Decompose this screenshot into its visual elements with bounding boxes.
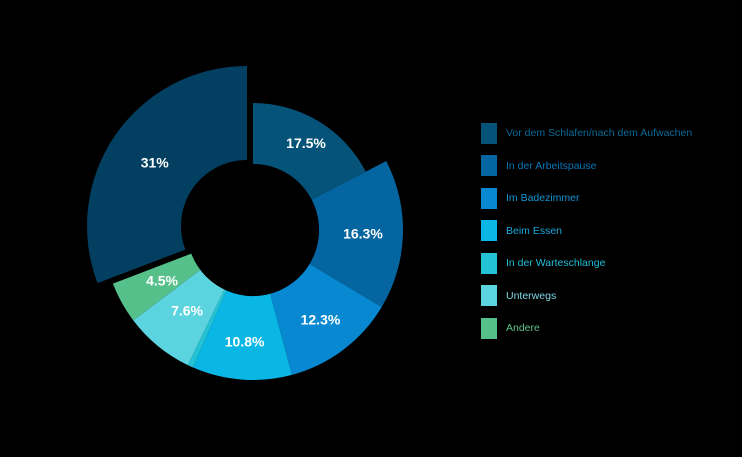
legend-swatch xyxy=(481,252,497,274)
pie-slice xyxy=(87,66,247,284)
legend-item: Beim Essen xyxy=(481,220,736,242)
slice-value-label: 31% xyxy=(141,155,170,171)
donut-hole xyxy=(187,164,319,296)
slice-value-label: 17.5% xyxy=(286,135,326,151)
legend-label: Unterwegs xyxy=(506,289,557,302)
pie-slice xyxy=(253,103,366,200)
legend-swatch xyxy=(481,155,497,176)
slice-value-label: 4.5% xyxy=(146,272,178,288)
slice-value-label: 7.6% xyxy=(171,302,203,318)
legend-label: Andere xyxy=(506,322,540,334)
legend-label: In der Arbeitspause xyxy=(506,159,597,172)
slice-value-label: 10.8% xyxy=(225,334,265,350)
legend-swatch xyxy=(481,122,497,144)
legend-swatch xyxy=(481,187,497,209)
legend-item: Andere xyxy=(481,317,736,339)
pie-slice xyxy=(112,253,201,321)
pie-slice xyxy=(270,263,382,375)
chart-legend: Vor dem Schlafen/nach dem Aufwachen In de… xyxy=(481,122,736,350)
legend-label: Beim Essen xyxy=(506,224,563,237)
legend-swatch xyxy=(481,220,497,241)
legend-item: In der Arbeitspause xyxy=(481,155,736,177)
legend-swatch xyxy=(481,285,497,306)
legend-item: Vor dem Schlafen/nach dem Aufwachen xyxy=(481,122,736,144)
slice-value-label: 16.3% xyxy=(343,225,383,241)
slice-value-label: 12.3% xyxy=(301,311,341,327)
pie-slice xyxy=(187,289,227,368)
pie-slice xyxy=(133,269,225,366)
legend-item: Im Badezimmer xyxy=(481,187,736,209)
legend-label: Im Badezimmer xyxy=(506,192,580,204)
legend-label: In der Warteschlange xyxy=(506,257,606,269)
pie-slice xyxy=(309,161,403,308)
legend-item: Unterwegs xyxy=(481,285,736,307)
legend-item: In der Warteschlange xyxy=(481,252,736,274)
legend-label: Vor dem Schlafen/nach dem Aufwachen xyxy=(506,127,693,139)
legend-swatch xyxy=(481,317,497,339)
pie-slice xyxy=(192,290,292,380)
